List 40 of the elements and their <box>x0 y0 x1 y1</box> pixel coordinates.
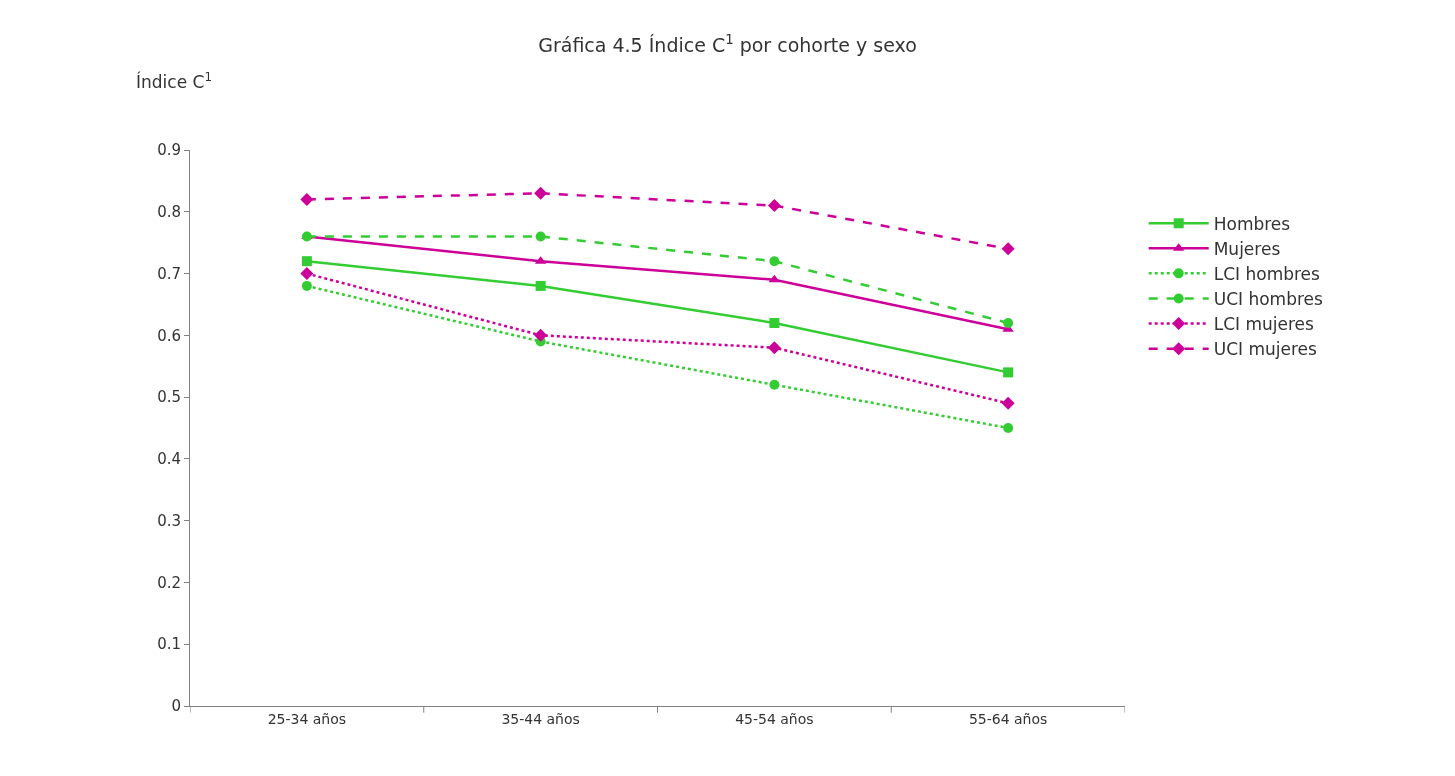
x-tick-label: 55-64 años <box>968 710 1048 727</box>
x-tick-label: 35-44 años <box>501 710 580 727</box>
chart-title: Gráfica 4.5 Índice C$^{1}$ por cohorte y sexo <box>538 32 917 57</box>
y-tick-label: 0.2 <box>157 573 181 592</box>
legend-label: LCI hombres <box>1213 263 1321 284</box>
y-tick-label: 0.4 <box>157 450 181 469</box>
point <box>1001 242 1015 256</box>
legend-label: UCI hombres <box>1213 289 1324 310</box>
y-tick-label: 0.8 <box>157 203 181 222</box>
y-tick-label: 0.1 <box>157 635 181 654</box>
point <box>300 267 314 281</box>
point <box>534 186 548 200</box>
legend-label: UCI mujeres <box>1213 339 1318 360</box>
point <box>769 256 780 267</box>
point <box>1003 317 1014 328</box>
y-tick-label: 0.6 <box>157 326 181 345</box>
point <box>1001 396 1015 410</box>
point <box>1003 423 1014 433</box>
y-tick-label: 0 <box>171 697 181 716</box>
legend-label: Mujeres <box>1213 238 1281 259</box>
x-tick-label: 45-54 años <box>735 710 814 727</box>
y-tick-label: 0.7 <box>157 264 181 283</box>
point <box>300 192 314 206</box>
point <box>1003 367 1014 378</box>
y-tick-label: 0.5 <box>157 388 181 407</box>
legend-label: LCI mujeres <box>1213 314 1315 335</box>
point <box>767 341 781 355</box>
point <box>301 280 312 291</box>
y-tick-label: 0.3 <box>157 511 181 530</box>
point <box>769 317 780 328</box>
point <box>535 231 546 242</box>
point <box>534 328 548 342</box>
point <box>535 280 546 291</box>
legend-label: Hombres <box>1213 213 1291 234</box>
point <box>301 256 312 267</box>
x-tick-label: 25-34 años <box>267 710 347 727</box>
point <box>767 199 781 213</box>
y-axis-title: Índice C$^{1}$ <box>136 70 212 93</box>
y-tick-label: 0.9 <box>157 141 181 160</box>
point <box>769 379 780 390</box>
